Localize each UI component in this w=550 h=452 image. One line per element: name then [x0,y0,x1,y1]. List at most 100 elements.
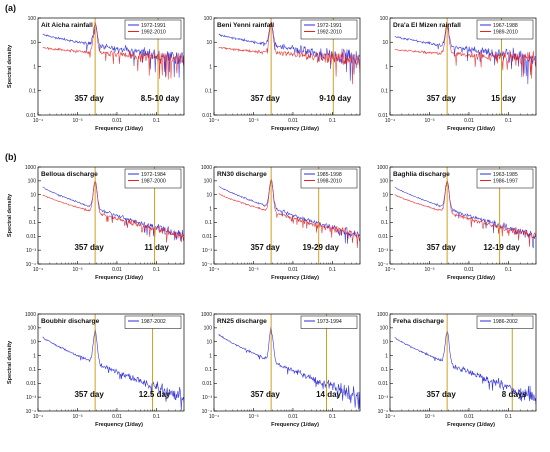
y-tick-label: 1000 [25,165,36,171]
series-line-2 [218,21,360,85]
x-axis-label: Frequency (1/day) [271,126,319,132]
x-tick-label: 0.01 [464,414,474,420]
annotation-label-1: 357 day [74,390,104,399]
y-tick-label: 10⁻³ [26,248,36,254]
x-tick-label: 10⁻⁴ [385,118,395,124]
series-line-1 [218,326,360,410]
panel-title: Baghlia discharge [393,171,450,178]
y-tick-label: 100 [28,179,37,185]
y-tick-label: 10 [30,340,36,346]
y-tick-label: 1 [385,206,388,212]
x-tick-label: 10⁻³ [425,414,435,420]
y-tick-label: 10 [30,40,36,46]
x-tick-label: 10⁻³ [249,414,259,420]
y-tick-label: 1 [33,206,36,212]
y-tick-label: 1000 [377,165,388,171]
x-tick-label: 10⁻³ [73,414,83,420]
y-tick-label: 100 [204,16,213,22]
annotation-label-2: 11 day [144,243,169,252]
panel-title: Dra'a El Mizen rainfall [393,22,461,29]
annotation-label-2: 8 days [502,390,527,399]
y-tick-label: 1 [209,206,212,212]
series-line-1 [42,181,184,241]
y-tick-label: 10⁻⁴ [202,262,212,268]
section-label-a: (a) [5,3,16,13]
y-tick-label: 10⁻³ [202,248,212,254]
series-group [218,21,360,85]
x-tick-label: 10⁻³ [73,267,83,273]
x-tick-label: 10⁻⁴ [209,267,219,273]
x-axis-label: Frequency (1/day) [95,126,143,132]
y-tick-label: 1000 [377,312,388,318]
chart-panel-7: 357 day 12.5 day 10⁻⁴ 10⁻³ 0.01 0.1 10⁻⁴ 10⁻³ 0.… [7,312,185,428]
chart-panel-9: 357 day 8 days 10⁻⁴ 10⁻³ 0.01 0.1 10⁻⁴ 10⁻³ 0.01… [377,312,537,428]
legend-entry: 1985-1998 [317,172,342,178]
y-tick-label: 10⁻³ [26,395,36,401]
legend-entry: 1987-2000 [141,178,166,184]
y-tick-label: 0.01 [202,234,212,240]
y-tick-label: 0.1 [381,367,388,373]
series-line-2 [394,24,536,79]
chart-panel-1: 357 day 8.5-10 day 10⁻⁴ 10⁻³ 0.01 0.1 0.01 0.1 1… [7,16,185,132]
x-tick-label: 10⁻³ [425,267,435,273]
y-tick-label: 1000 [201,312,212,318]
y-axis-label: Spectral density [7,340,13,384]
annotation-label-1: 357 day [426,243,456,252]
y-tick-label: 10⁻³ [202,395,212,401]
x-tick-label: 10⁻⁴ [33,414,43,420]
x-tick-label: 0.01 [288,414,298,420]
annotation-label-1: 357 day [74,243,104,252]
y-tick-label: 0.01 [202,113,212,119]
x-axis-label: Frequency (1/day) [271,275,319,281]
x-axis-label: Frequency (1/day) [95,275,143,281]
y-tick-label: 10 [382,340,388,346]
y-tick-label: 100 [380,179,389,185]
y-tick-label: 1 [385,64,388,70]
x-axis-label: Frequency (1/day) [271,422,319,428]
x-tick-label: 0.01 [464,118,474,124]
y-tick-label: 1 [33,64,36,70]
y-tick-label: 0.1 [205,89,212,95]
series-line-1 [394,180,536,249]
y-tick-label: 10⁻⁴ [378,262,388,268]
x-tick-label: 10⁻³ [249,118,259,124]
legend-box [476,315,534,329]
series-line-1 [218,179,360,244]
chart-panel-4: 357 day 11 day 10⁻⁴ 10⁻³ 0.01 0.1 10⁻⁴ 10⁻³ 0.01… [7,165,185,281]
x-tick-label: 10⁻⁴ [385,414,395,420]
y-tick-label: 0.01 [202,381,212,387]
legend-box [124,315,182,329]
legend: 1987-2002 [124,315,182,329]
x-tick-label: 0.1 [505,414,512,420]
section-label-b: (b) [5,152,17,162]
y-tick-label: 10 [382,40,388,46]
y-tick-label: 100 [380,326,389,332]
y-tick-label: 0.1 [205,367,212,373]
x-tick-label: 0.1 [153,414,160,420]
series-group [218,326,360,410]
y-tick-label: 0.01 [378,113,388,119]
y-tick-label: 0.1 [29,220,36,226]
x-tick-label: 10⁻³ [249,267,259,273]
chart-panel-2: 357 day 9-10 day 10⁻⁴ 10⁻³ 0.01 0.1 0.01 0.1 1 10… [202,16,361,132]
y-tick-label: 1 [385,353,388,359]
legend-entry: 1963-1985 [493,172,518,178]
y-tick-label: 10⁻⁴ [26,409,36,415]
legend-entry: 1972-1991 [141,23,166,29]
series-line-2 [42,22,184,80]
series-group [42,329,184,411]
y-tick-label: 1 [209,353,212,359]
y-tick-label: 1 [209,64,212,70]
panel-grid: 357 day 8.5-10 day 10⁻⁴ 10⁻³ 0.01 0.1 0.01 0.1 1… [7,16,537,428]
chart-panel-3: 357 day 15 day 10⁻⁴ 10⁻³ 0.01 0.1 0.01 0.1 1 10 10… [378,16,537,132]
legend: 1986-2002 [476,315,534,329]
y-tick-label: 10 [382,193,388,199]
legend-entry: 1973-1994 [317,319,342,325]
y-tick-label: 100 [28,16,37,22]
y-tick-label: 1 [33,353,36,359]
chart-panel-8: 357 day 14 day 10⁻⁴ 10⁻³ 0.01 0.1 10⁻⁴ 10⁻³ 0.01… [201,312,361,428]
